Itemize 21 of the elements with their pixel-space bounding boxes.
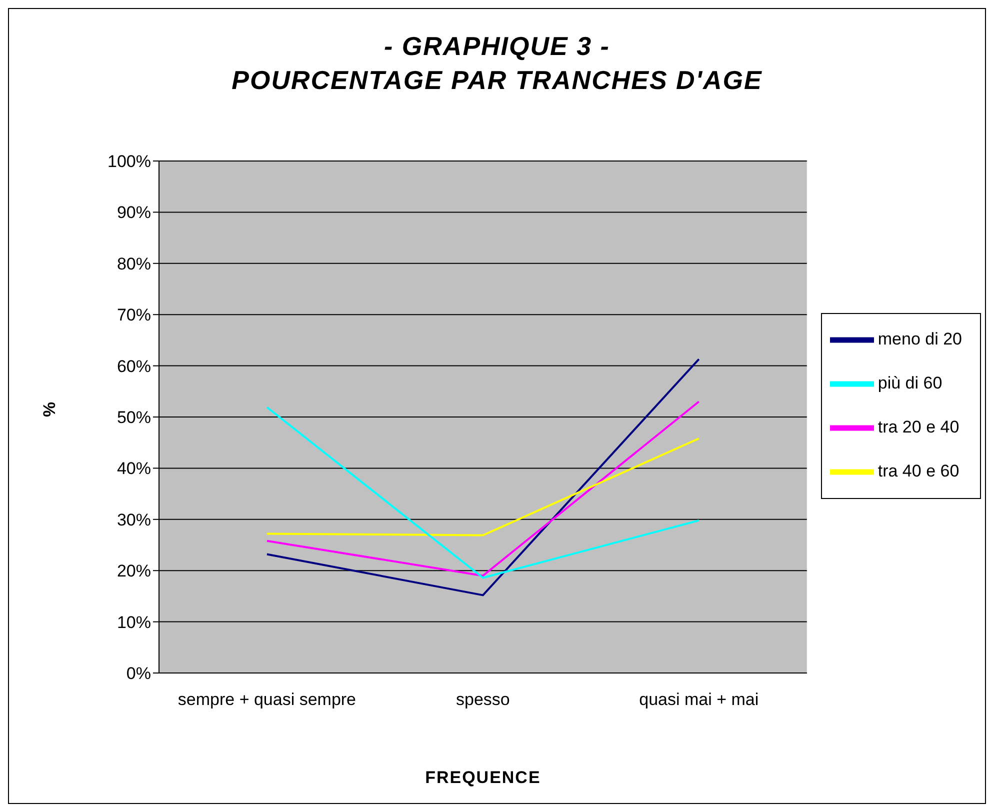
y-tick-label: 100% (108, 152, 151, 172)
y-tick-label: 70% (116, 306, 151, 325)
legend-label: tra 40 e 60 (878, 461, 960, 480)
y-tick-label: 20% (116, 562, 151, 581)
x-axis-title: FREQUENCE (425, 768, 541, 787)
y-tick-label: 10% (116, 612, 151, 632)
y-tick-label: 0% (126, 664, 151, 684)
y-axis-title: % (40, 402, 60, 417)
y-tick-label: 50% (116, 408, 151, 428)
x-tick-label: sempre + quasi sempre (178, 690, 356, 710)
x-tick-label: spesso (456, 690, 510, 710)
x-tick-label: quasi mai + mai (639, 690, 759, 710)
legend-label: tra 20 e 40 (878, 417, 960, 436)
legend-label: più di 60 (878, 373, 942, 392)
y-tick-label: 80% (116, 254, 151, 274)
y-tick-label: 90% (116, 203, 151, 222)
legend-label: meno di 20 (878, 329, 962, 348)
y-tick-label: 30% (116, 510, 151, 530)
chart-title: - GRAPHIQUE 3 - POURCENTAGE PAR TRANCHES D'AGE (230, 30, 764, 97)
y-tick-label: 60% (116, 356, 151, 376)
y-tick-label: 40% (116, 459, 151, 478)
